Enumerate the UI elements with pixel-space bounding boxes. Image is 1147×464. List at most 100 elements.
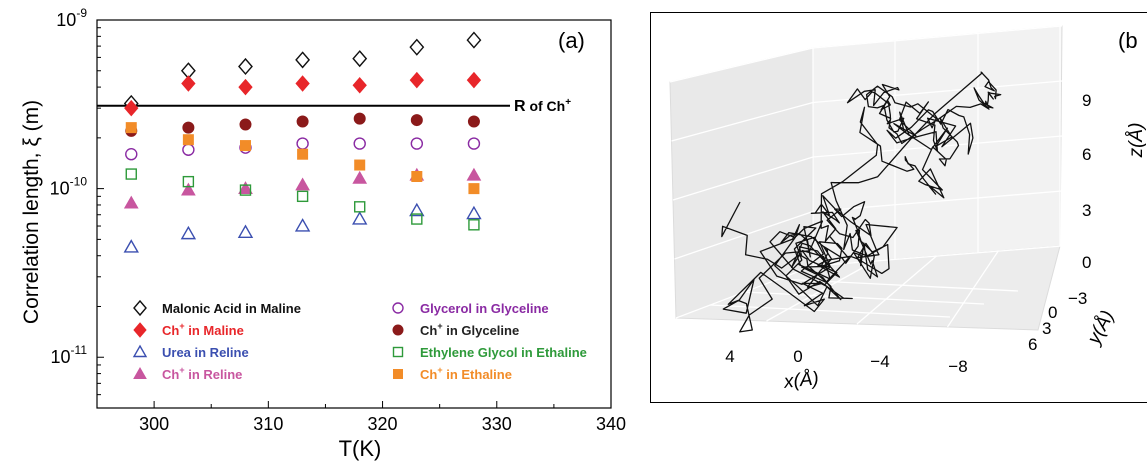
y-tick-label: 10-11 [51, 343, 88, 367]
data-point [125, 122, 137, 134]
data-point [125, 148, 138, 161]
data-point [297, 148, 309, 160]
data-point [411, 170, 423, 182]
y-axis-label: Correlation length, ξ (m) [20, 100, 43, 324]
trajectory-path [721, 71, 1002, 333]
series-ch [125, 112, 480, 137]
data-point [353, 112, 366, 125]
x-tick-label: 300 [139, 414, 169, 434]
data-point [352, 170, 368, 184]
data-point [182, 121, 195, 134]
series-ch [124, 71, 482, 117]
z-tick-label-b: 9 [1082, 91, 1091, 110]
data-point [392, 324, 404, 336]
grid-line [812, 80, 1063, 104]
data-point [392, 302, 404, 314]
data-point [237, 224, 254, 238]
y-tick-label-b: 0 [1048, 303, 1057, 322]
data-point [180, 225, 197, 240]
grid-line [812, 25, 1063, 49]
data-point [182, 175, 195, 188]
x-tick-label-b: −8 [948, 357, 967, 376]
legend-item: Ch+ in Ethaline [393, 365, 512, 382]
reference-line-label: R of Ch+ [514, 97, 571, 115]
data-point [133, 299, 147, 317]
grid-line [856, 255, 937, 325]
reference-line: R of Ch+ [97, 97, 571, 115]
data-point [125, 168, 137, 180]
data-point [123, 239, 139, 253]
grid-line [709, 304, 951, 318]
legend-label: Ch+ in Maline [162, 321, 244, 338]
data-point [468, 219, 480, 231]
3d-panes [669, 25, 1063, 331]
grid-line [743, 291, 985, 305]
data-marks [123, 31, 482, 253]
data-point [352, 211, 368, 225]
chart-a: 300 310 320 330 340 10-11 10-10 10-9 R of Ch+ M… [20, 6, 626, 461]
data-point [354, 159, 366, 171]
legend-label: Ethylene Glycol in Ethaline [420, 345, 587, 360]
data-point [296, 115, 309, 128]
data-point [467, 115, 480, 128]
data-point [409, 202, 425, 217]
legend-label: Ch+ in Ethaline [420, 365, 512, 382]
data-point [352, 77, 367, 94]
panel-label-b: (b [1118, 28, 1138, 53]
grid-line [671, 101, 814, 142]
y-tick-label: 10-10 [50, 175, 88, 199]
x-tick-label-b: 4 [725, 347, 734, 366]
data-point [181, 182, 196, 196]
legend-label: Ch+ in Glyceline [420, 321, 519, 338]
z-tick-label-b: 3 [1082, 201, 1091, 220]
data-point [354, 201, 366, 213]
legend-item: Malonic Acid in Maline [133, 299, 301, 317]
legend-item: Ch+ in Glyceline [392, 321, 519, 338]
data-point [296, 190, 309, 203]
grid-line [674, 210, 814, 260]
data-point [239, 118, 252, 131]
grid-line [669, 47, 814, 83]
legend: Malonic Acid in Maline Ch+ in Maline Urea … [132, 299, 587, 382]
trajectory-line [721, 71, 1002, 333]
z-axis-label-b: z(Å) [1126, 123, 1147, 159]
x-tick-label-b: −4 [870, 352, 889, 371]
data-point [238, 181, 253, 194]
data-point [352, 50, 368, 68]
data-point [294, 218, 311, 232]
data-point [123, 195, 139, 209]
data-point [466, 71, 482, 89]
data-point [133, 322, 147, 338]
x-tick-label: 340 [596, 414, 626, 434]
data-point [466, 205, 482, 220]
x-tick-label: 330 [482, 414, 512, 434]
data-point [239, 140, 251, 152]
data-point [393, 369, 403, 379]
x-tick-label: 320 [368, 414, 398, 434]
data-point [467, 137, 481, 150]
data-point [466, 31, 482, 49]
data-point [410, 137, 424, 150]
data-point [295, 177, 310, 191]
series-ch [125, 122, 480, 195]
legend-label: Glycerol in Glyceline [420, 301, 549, 316]
data-point [182, 143, 195, 156]
series-ch [123, 167, 482, 209]
y-tick-label: 10-9 [56, 6, 87, 30]
grid-line [812, 245, 1063, 267]
x-axis-label-b: x(Å) [782, 368, 820, 393]
series-urea-in-reline [123, 202, 482, 253]
data-point [295, 51, 311, 69]
y-tick-label-b: 3 [1042, 319, 1051, 338]
series-malonic-acid-in-maline [123, 31, 482, 113]
legend-item: Urea in Reline [132, 344, 249, 360]
series-ethylene-glycol-in-ethaline [125, 168, 480, 231]
data-point [466, 167, 482, 181]
z-tick-label-b: 6 [1082, 145, 1091, 164]
data-point [124, 99, 139, 117]
data-point [181, 75, 196, 92]
data-point [133, 366, 147, 379]
data-point [295, 75, 310, 92]
legend-item: Ethylene Glycol in Ethaline [392, 345, 587, 360]
